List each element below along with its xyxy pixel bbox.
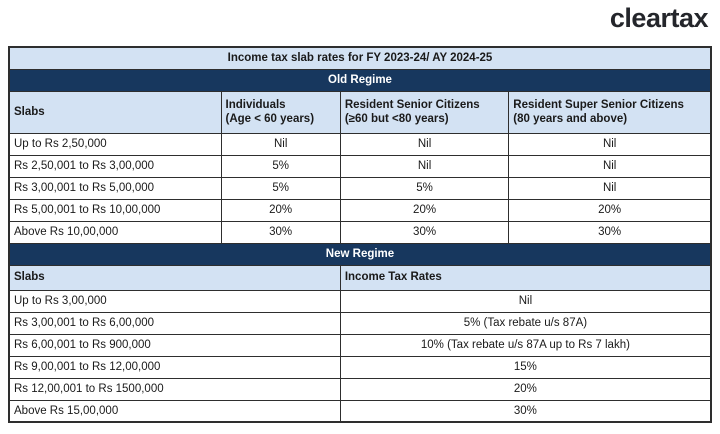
rate-value: 5%	[339, 176, 510, 200]
slab-label: Up to Rs 3,00,000	[8, 289, 341, 313]
new-regime-section-label: New Regime	[8, 242, 712, 266]
old-regime-row: Rs 2,50,001 to Rs 3,00,000 5% Nil Nil	[8, 154, 712, 178]
rate-value: 20%	[339, 198, 510, 222]
new-regime-row: Rs 12,00,001 to Rs 1500,000 20%	[8, 377, 712, 401]
rate-value: 30%	[508, 220, 712, 244]
old-regime-row: Up to Rs 2,50,000 Nil Nil Nil	[8, 132, 712, 156]
slab-label: Rs 12,00,001 to Rs 1500,000	[8, 377, 341, 401]
rate-value: 30%	[220, 220, 341, 244]
new-regime-row: Rs 3,00,001 to Rs 6,00,000 5% (Tax rebat…	[8, 311, 712, 335]
table-title: Income tax slab rates for FY 2023-24/ AY…	[8, 46, 712, 70]
rate-value: Nil	[220, 132, 341, 156]
rate-value: Nil	[508, 132, 712, 156]
slab-label: Above Rs 10,00,000	[8, 220, 222, 244]
new-regime-header-row: Slabs Income Tax Rates	[8, 264, 712, 291]
new-regime-row: Rs 9,00,001 to Rs 12,00,000 15%	[8, 355, 712, 379]
old-regime-section-row: Old Regime	[8, 68, 712, 92]
rate-value: 5% (Tax rebate u/s 87A)	[339, 311, 712, 335]
rate-value: 20%	[339, 377, 712, 401]
rate-value: Nil	[508, 176, 712, 200]
old-header-slabs: Slabs	[8, 90, 222, 134]
slab-label: Rs 5,00,001 to Rs 10,00,000	[8, 198, 222, 222]
tax-slab-table: Income tax slab rates for FY 2023-24/ AY…	[8, 46, 712, 423]
rate-value: Nil	[339, 132, 510, 156]
old-regime-row: Rs 3,00,001 to Rs 5,00,000 5% 5% Nil	[8, 176, 712, 200]
old-regime-section-label: Old Regime	[8, 68, 712, 92]
new-header-income-tax-rates: Income Tax Rates	[339, 264, 712, 291]
rate-value: 30%	[339, 220, 510, 244]
rate-value: 20%	[220, 198, 341, 222]
slab-label: Rs 6,00,001 to Rs 900,000	[8, 333, 341, 357]
old-header-senior-citizens: Resident Senior Citizens (≥60 but <80 ye…	[339, 90, 510, 134]
old-regime-row: Above Rs 10,00,000 30% 30% 30%	[8, 220, 712, 244]
slab-label: Rs 3,00,001 to Rs 5,00,000	[8, 176, 222, 200]
old-header-individuals: Individuals (Age < 60 years)	[220, 90, 341, 134]
new-regime-row: Rs 6,00,001 to Rs 900,000 10% (Tax rebat…	[8, 333, 712, 357]
old-regime-header-row: Slabs Individuals (Age < 60 years) Resid…	[8, 90, 712, 134]
rate-value: 20%	[508, 198, 712, 222]
slab-label: Rs 9,00,001 to Rs 12,00,000	[8, 355, 341, 379]
cleartax-logo: cleartax	[609, 3, 709, 33]
table-title-row: Income tax slab rates for FY 2023-24/ AY…	[8, 46, 712, 70]
rate-value: 10% (Tax rebate u/s 87A up to Rs 7 lakh)	[339, 333, 712, 357]
rate-value: 5%	[220, 176, 341, 200]
slab-label: Rs 2,50,001 to Rs 3,00,000	[8, 154, 222, 178]
rate-value: 5%	[220, 154, 341, 178]
new-regime-section-row: New Regime	[8, 242, 712, 266]
rate-value: Nil	[339, 289, 712, 313]
old-header-super-senior-citizens: Resident Super Senior Citizens (80 years…	[508, 90, 712, 134]
old-regime-row: Rs 5,00,001 to Rs 10,00,000 20% 20% 20%	[8, 198, 712, 222]
rate-value: Nil	[508, 154, 712, 178]
rate-value: 15%	[339, 355, 712, 379]
rate-value: Nil	[339, 154, 510, 178]
new-header-slabs: Slabs	[8, 264, 341, 291]
slab-label: Up to Rs 2,50,000	[8, 132, 222, 156]
new-regime-row: Above Rs 15,00,000 30%	[8, 399, 712, 423]
slab-label: Above Rs 15,00,000	[8, 399, 341, 423]
rate-value: 30%	[339, 399, 712, 423]
new-regime-row: Up to Rs 3,00,000 Nil	[8, 289, 712, 313]
slab-label: Rs 3,00,001 to Rs 6,00,000	[8, 311, 341, 335]
